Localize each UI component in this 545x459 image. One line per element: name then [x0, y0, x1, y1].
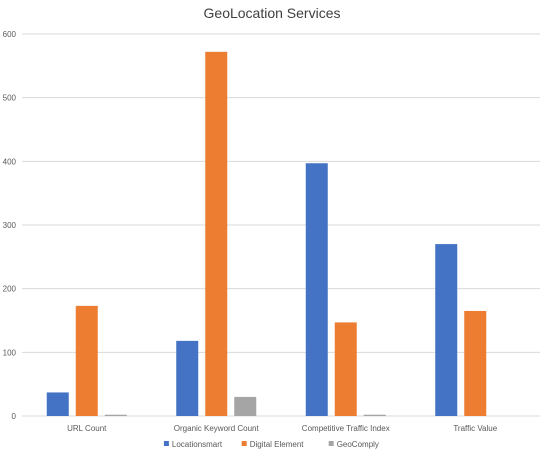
chart-title: GeoLocation Services — [204, 5, 341, 21]
y-tick-label: 200 — [3, 285, 17, 294]
bar-locationsmart-0 — [46, 392, 69, 416]
legend-swatch — [328, 441, 334, 446]
y-tick-label: 400 — [3, 157, 17, 166]
gridlines — [22, 33, 540, 417]
y-axis-tick-labels: 0 100 200 300 400 500 600 — [3, 30, 17, 421]
x-category-label: Organic Keyword Count — [174, 424, 260, 433]
x-category-label: Traffic Value — [453, 424, 497, 433]
x-axis-category-labels: URL Count Organic Keyword Count Competitiv… — [67, 424, 498, 433]
bar-digital-element-0 — [75, 305, 98, 416]
bar-geocomply-2 — [363, 414, 386, 416]
y-tick-label: 600 — [3, 30, 17, 39]
bar-geocomply-1 — [234, 396, 257, 416]
y-tick-label: 300 — [3, 221, 17, 230]
legend-swatch — [163, 441, 169, 446]
legend-label: GeoComply — [337, 440, 379, 449]
bar-locationsmart-1 — [176, 340, 199, 416]
bar-digital-element-2 — [334, 322, 357, 416]
legend-label: Digital Element — [250, 440, 305, 449]
legend-label: Locationsmart — [172, 440, 223, 449]
y-tick-label: 0 — [12, 412, 17, 421]
legend: Locationsmart Digital Element GeoComply — [163, 440, 379, 449]
y-tick-label: 500 — [3, 94, 17, 103]
bar-locationsmart-3 — [435, 244, 458, 416]
bar-locationsmart-2 — [305, 163, 328, 416]
bar-geocomply-0 — [104, 414, 127, 416]
bar-digital-element-1 — [205, 51, 228, 417]
x-category-label: URL Count — [67, 424, 107, 433]
y-tick-label: 100 — [3, 348, 17, 357]
bars — [46, 51, 487, 417]
bar-digital-element-3 — [464, 310, 487, 416]
x-category-label: Competitive Traffic Index — [302, 424, 390, 433]
legend-swatch — [241, 441, 247, 446]
